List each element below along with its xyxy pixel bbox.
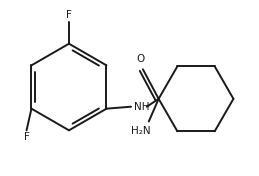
Text: NH: NH [134, 102, 149, 112]
Text: F: F [66, 10, 72, 20]
Text: O: O [137, 54, 145, 64]
Text: H₂N: H₂N [131, 126, 151, 136]
Text: F: F [24, 132, 30, 142]
